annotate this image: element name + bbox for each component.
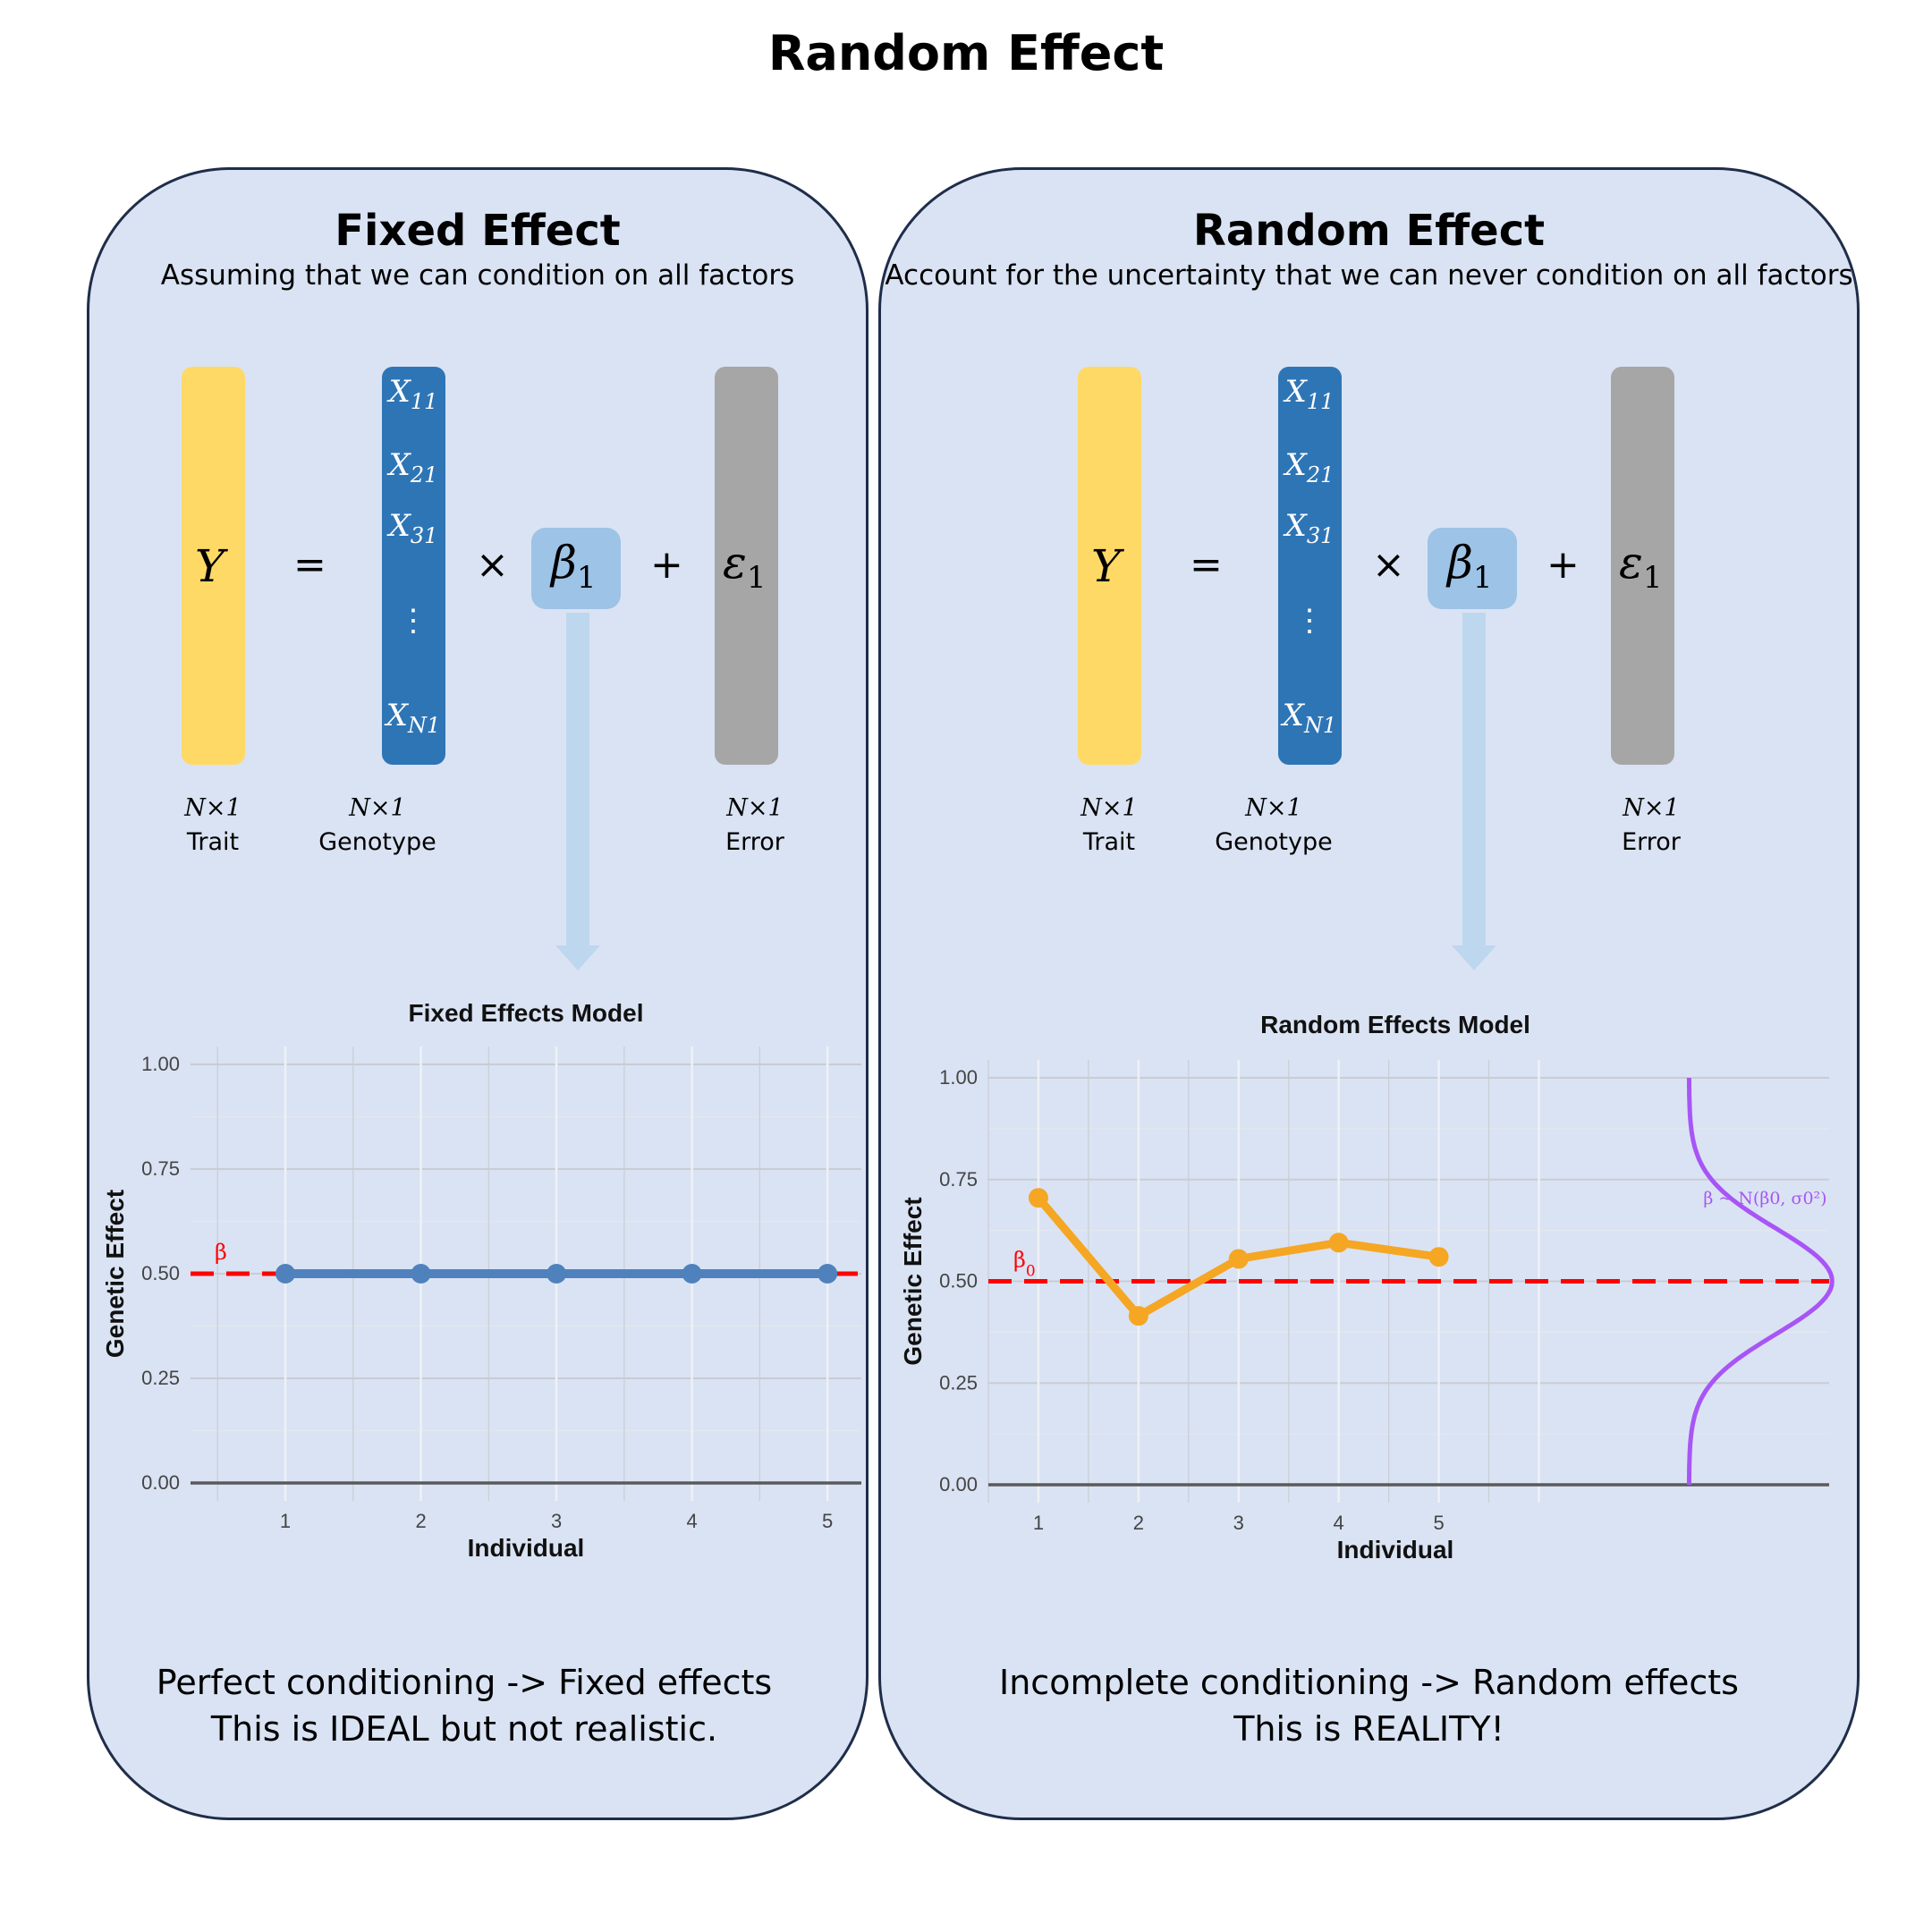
genotype-entry: X11 — [388, 374, 438, 414]
x-axis-label: Individual — [468, 1534, 585, 1562]
conclusion: Incomplete conditioning -> Random effect… — [999, 1663, 1739, 1749]
y-tick-label: 0.75 — [141, 1157, 180, 1180]
data-point — [1228, 1249, 1249, 1269]
beta-symbol: β1 — [551, 537, 597, 596]
distribution-label: β ~ N(β0, σ0²) — [1703, 1189, 1826, 1208]
data-point — [818, 1264, 838, 1284]
y-tick-label: 0.50 — [939, 1270, 978, 1292]
genotype-entry: X21 — [1284, 447, 1335, 487]
genotype-entry: X31 — [388, 508, 438, 548]
genotype-label: N×1 Genotype — [1215, 794, 1333, 856]
y-tick-label: 0.50 — [141, 1262, 180, 1284]
beta-symbol: β1 — [1447, 537, 1493, 596]
page-title: Random Effect — [767, 25, 1165, 81]
x-axis-label: Individual — [1337, 1536, 1454, 1563]
fixed-effects-chart: Fixed Effects Model 0.00 0.25 0.50 0.75 1.00 1… — [101, 999, 861, 1562]
beta-box — [1428, 528, 1517, 609]
plus-sign: + — [650, 542, 683, 588]
reference-line-label: β0 — [1013, 1248, 1036, 1281]
y-tick-label: 0.00 — [939, 1473, 978, 1496]
error-label: N×1 Error — [725, 794, 784, 856]
x-tick-label: 3 — [1233, 1512, 1244, 1534]
chart-title: Fixed Effects Model — [409, 999, 644, 1027]
x-tick-label: 1 — [280, 1510, 291, 1532]
y-tick-label: 1.00 — [141, 1053, 180, 1075]
x-tick-label: 4 — [686, 1510, 697, 1532]
data-point — [1028, 1188, 1048, 1208]
genotype-entry: X31 — [1284, 508, 1335, 548]
chart-title: Random Effects Model — [1260, 1011, 1530, 1038]
data-point — [1328, 1233, 1349, 1253]
down-arrow-icon — [1452, 613, 1496, 970]
x-tick-label: 4 — [1334, 1512, 1344, 1534]
panel-title: Fixed Effect — [335, 206, 621, 256]
error-label: N×1 Error — [1622, 794, 1681, 856]
y-tick-label: 0.00 — [141, 1471, 180, 1494]
data-point — [1128, 1306, 1148, 1326]
vertical-ellipsis: ⋮ — [398, 603, 428, 639]
x-tick-label: 1 — [1033, 1512, 1044, 1534]
error-symbol: ε1 — [1619, 537, 1663, 596]
vertical-ellipsis: ⋮ — [1294, 603, 1325, 639]
trait-symbol: Y — [195, 540, 225, 592]
genotype-bar — [1278, 367, 1342, 765]
genotype-bar — [382, 367, 445, 765]
random-effect-panel: Random Effect Account for the uncertaint… — [878, 167, 1860, 1820]
trait-bar — [182, 367, 245, 765]
error-bar — [1611, 367, 1674, 765]
beta-box — [531, 528, 621, 609]
trait-bar — [1078, 367, 1141, 765]
normal-distribution-curve — [1686, 1077, 1835, 1486]
times-sign: × — [476, 542, 509, 588]
error-symbol: ε1 — [723, 537, 767, 596]
x-tick-label: 5 — [1433, 1512, 1444, 1534]
trait-label: N×1 Trait — [184, 794, 242, 856]
genotype-entry: XN1 — [1282, 698, 1337, 738]
genotype-entry: XN1 — [386, 698, 441, 738]
data-point — [411, 1264, 431, 1284]
genotype-label: N×1 Genotype — [318, 794, 436, 856]
y-axis-label: Genetic Effect — [101, 1190, 129, 1358]
equals-sign: = — [293, 542, 326, 588]
data-point — [682, 1264, 702, 1284]
data-point — [275, 1264, 296, 1284]
panel-subtitle: Assuming that we can condition on all fa… — [160, 259, 795, 292]
x-tick-label: 2 — [1133, 1512, 1144, 1534]
equals-sign: = — [1190, 542, 1223, 588]
y-axis-label: Genetic Effect — [899, 1197, 927, 1365]
fixed-effect-panel: Fixed Effect Assuming that we can condit… — [87, 167, 869, 1820]
trait-label: N×1 Trait — [1080, 794, 1138, 856]
down-arrow-icon — [555, 613, 600, 970]
panel-title: Random Effect — [1192, 206, 1546, 256]
conclusion: Perfect conditioning -> Fixed effects Th… — [156, 1663, 773, 1749]
genotype-entry: X11 — [1284, 374, 1335, 414]
genotype-entry: X21 — [388, 447, 438, 487]
random-effects-chart: Random Effects Model 0.00 0.25 0.50 0.75 1.00… — [899, 1011, 1835, 1563]
x-tick-label: 5 — [822, 1510, 833, 1532]
y-tick-label: 0.25 — [141, 1367, 180, 1389]
plus-sign: + — [1546, 542, 1580, 588]
y-tick-label: 1.00 — [939, 1066, 978, 1089]
times-sign: × — [1372, 542, 1405, 588]
y-tick-label: 0.75 — [939, 1168, 978, 1191]
error-bar — [715, 367, 778, 765]
data-point — [547, 1264, 567, 1284]
x-tick-label: 2 — [415, 1510, 426, 1532]
y-tick-label: 0.25 — [939, 1371, 978, 1394]
reference-line-label: β — [215, 1240, 227, 1265]
panel-subtitle: Account for the uncertainty that we can … — [885, 259, 1853, 292]
x-tick-label: 3 — [551, 1510, 562, 1532]
trait-symbol: Y — [1091, 540, 1122, 592]
data-point — [1428, 1247, 1449, 1267]
